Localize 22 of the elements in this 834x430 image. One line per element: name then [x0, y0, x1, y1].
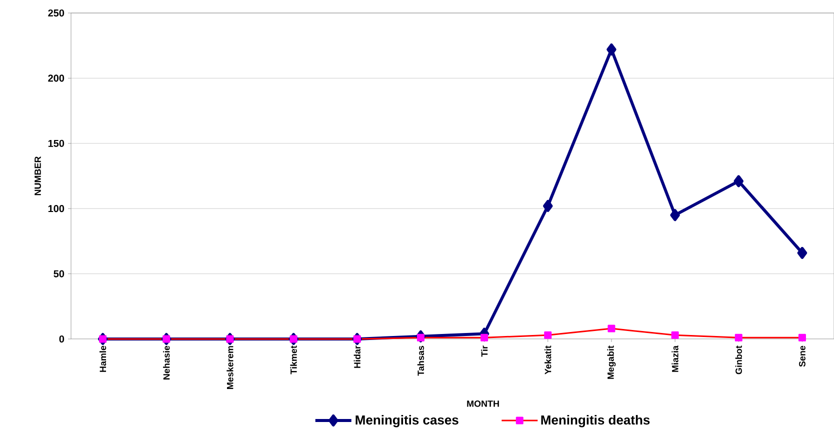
x-tick-label: Meskerem	[226, 346, 234, 389]
x-tick-label: Ginbot	[735, 346, 742, 374]
x-tick-label: Hamle	[99, 346, 106, 372]
x-tick-label: Sene	[799, 346, 806, 367]
y-tick-label: 150	[48, 140, 64, 147]
x-tick-label: Tahsas	[417, 346, 424, 376]
x-tick-label: Megabit	[607, 346, 616, 379]
x-tick-label: Hidar	[354, 346, 360, 368]
y-tick-label: 250	[48, 9, 64, 17]
legend-label: Meningitis cases	[356, 415, 458, 428]
y-axis-title: NUMBER	[34, 156, 41, 196]
x-tick-label: Tir	[481, 346, 488, 357]
x-tick-label: Yekatit	[544, 346, 552, 374]
y-tick-label: 100	[48, 205, 64, 212]
y-tick-label: 50	[54, 270, 64, 278]
x-tick-label: Miazia	[672, 345, 678, 372]
x-tick-label: Nehasie	[163, 346, 170, 380]
y-tick-label: 0	[59, 335, 64, 343]
x-axis-title: MONTH	[467, 400, 499, 407]
y-tick-label: 200	[48, 74, 64, 82]
legend-label: Meningitis deaths	[541, 415, 650, 428]
x-tick-label: Tikmet	[290, 346, 297, 374]
